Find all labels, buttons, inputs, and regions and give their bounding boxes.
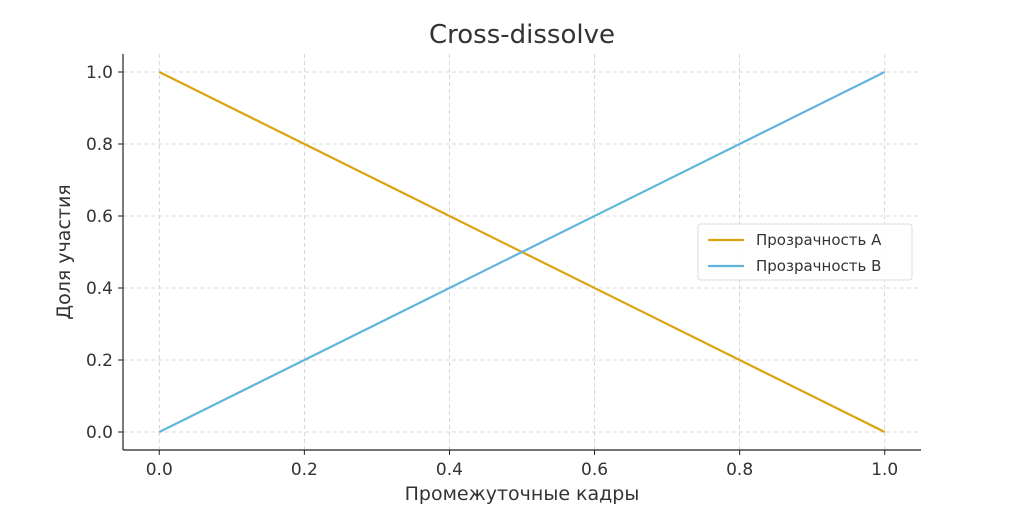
legend-label: Прозрачность B [756, 257, 881, 275]
ticks: 0.0 0.2 0.4 0.6 0.8 1.0 0.0 0.2 0.4 0.6 0.8 1.0 [86, 63, 898, 480]
x-tick-label: 0.0 [146, 460, 173, 480]
x-tick-label: 0.6 [581, 460, 608, 480]
series-line-b [158, 71, 886, 433]
axes [122, 54, 921, 451]
chart-title: Cross-dissolve [429, 20, 615, 50]
legend-box [697, 223, 913, 281]
y-axis-label: Доля участия [53, 184, 75, 320]
y-tick-label: 0.8 [86, 135, 113, 155]
x-tick-label: 0.4 [436, 460, 463, 480]
y-tick-label: 0.4 [86, 279, 113, 299]
y-tick-label: 0.2 [86, 351, 113, 371]
x-axis-label: Промежуточные кадры [405, 483, 640, 505]
x-tick-label: 0.8 [726, 460, 753, 480]
y-tick-label: 0.6 [86, 207, 113, 227]
x-tick-label: 1.0 [871, 460, 898, 480]
x-tick-label: 0.2 [291, 460, 318, 480]
series-lines [158, 71, 886, 433]
y-tick-label: 1.0 [86, 63, 113, 83]
legend-label: Прозрачность A [756, 231, 882, 249]
legend: Прозрачность A Прозрачность B [697, 223, 913, 281]
y-tick-label: 0.0 [86, 423, 113, 443]
